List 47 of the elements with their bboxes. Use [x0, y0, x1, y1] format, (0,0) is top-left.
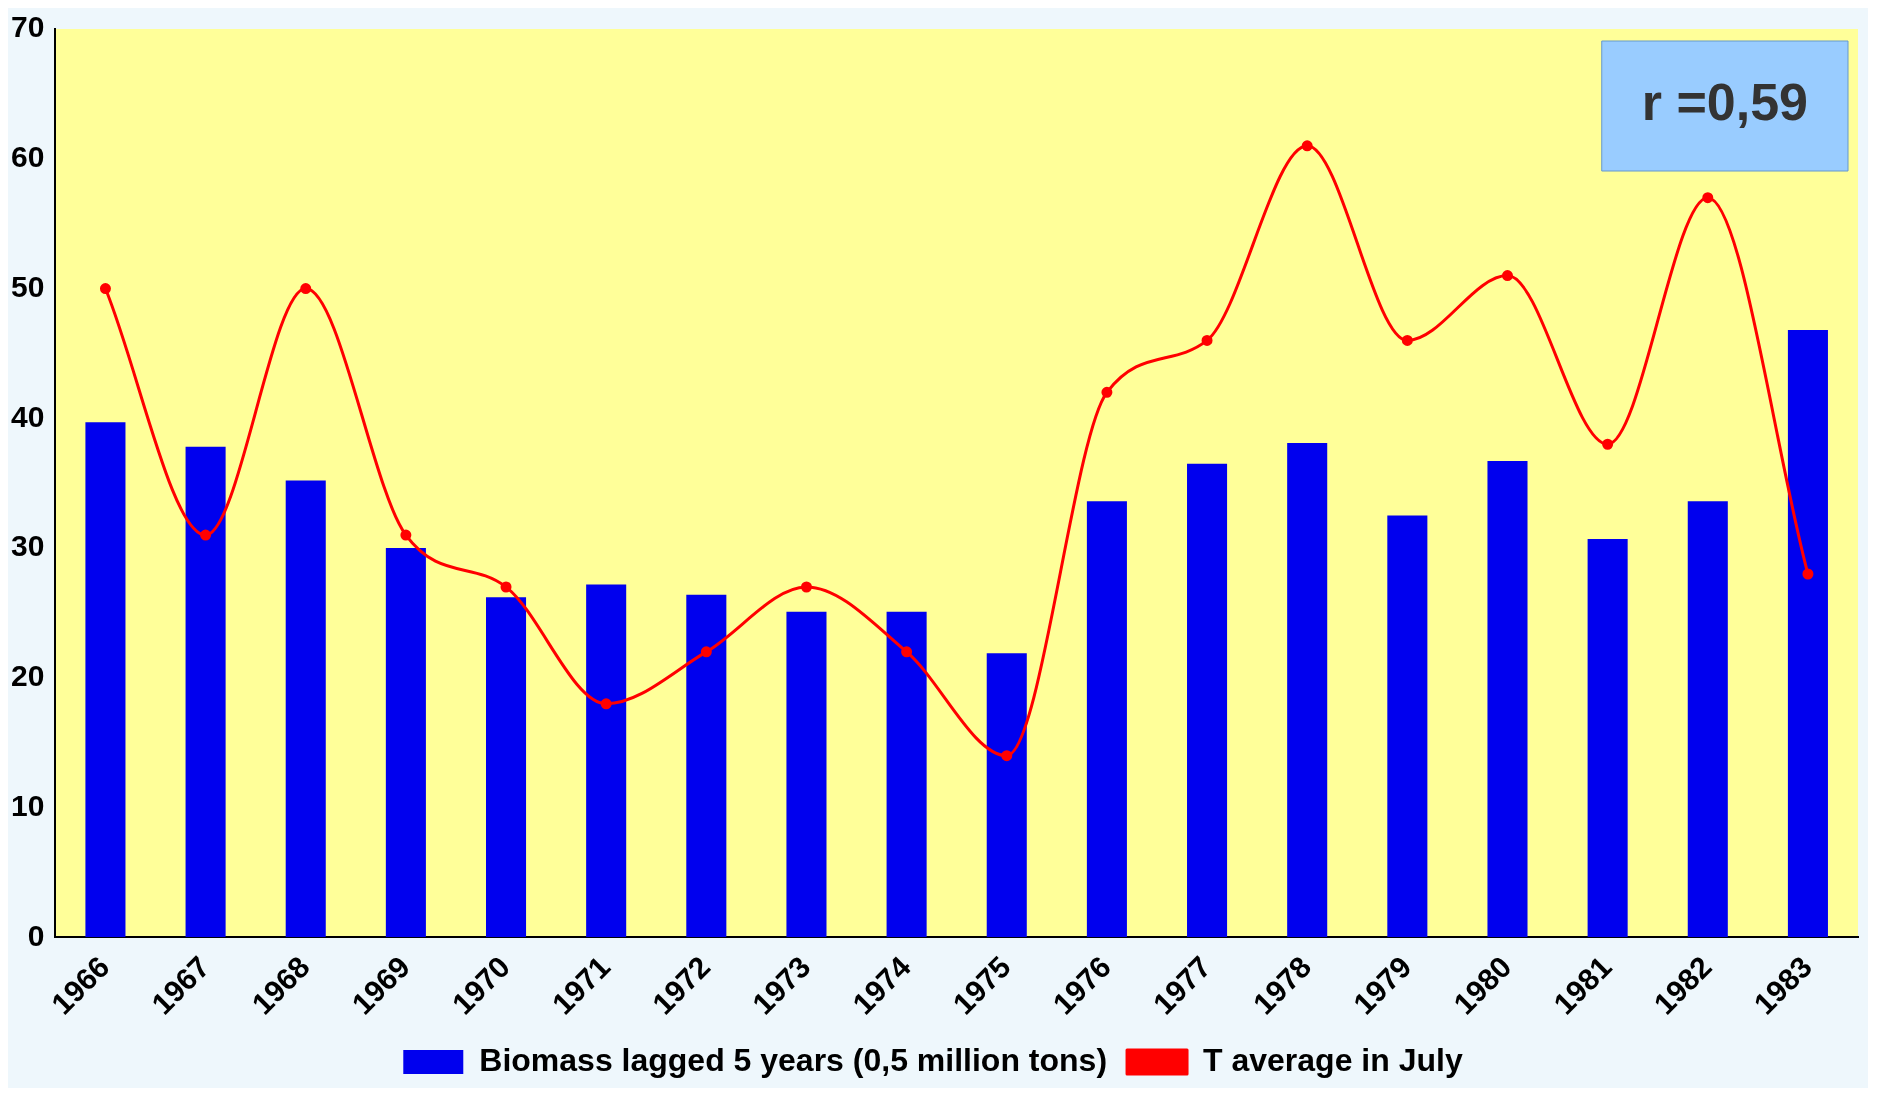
annotation: r =0,59 [1641, 73, 1808, 132]
point [800, 581, 812, 593]
y-tick-label: 60 [10, 140, 45, 174]
point [1602, 438, 1614, 450]
point [300, 283, 312, 295]
y-tick-label: 0 [27, 918, 45, 952]
point [1301, 140, 1313, 152]
point [500, 581, 512, 593]
y-tick-label: 20 [10, 659, 45, 693]
y-tick-label: 50 [10, 269, 45, 303]
y-tick-label: 10 [10, 788, 45, 822]
point [901, 646, 913, 658]
bar [385, 548, 426, 938]
point [1101, 386, 1113, 398]
bar [1687, 501, 1728, 938]
legend-label: Biomass lagged 5 years (0,5 million tons) [479, 1041, 1108, 1078]
bar [185, 446, 226, 938]
y-tick-label: 30 [10, 529, 45, 563]
y-tick-label: 40 [10, 399, 45, 433]
legend-label: T average in July [1203, 1041, 1463, 1078]
bar [686, 594, 727, 938]
point [600, 698, 612, 710]
bar [486, 597, 527, 938]
bar [986, 653, 1027, 938]
point [1501, 270, 1513, 282]
point [99, 283, 111, 295]
bar [886, 611, 927, 938]
point [700, 646, 712, 658]
bar [1086, 501, 1127, 938]
bar [285, 480, 326, 938]
bar [1787, 330, 1828, 938]
bar [1487, 461, 1528, 938]
bar [1287, 442, 1328, 938]
bar [1587, 538, 1628, 938]
point [1401, 334, 1413, 346]
point [1001, 750, 1013, 762]
bar [586, 584, 627, 938]
bar [85, 422, 126, 938]
point [200, 529, 212, 541]
bar [1187, 463, 1228, 938]
point [400, 529, 412, 541]
point [1802, 568, 1814, 580]
point [1201, 334, 1213, 346]
y-tick-label: 70 [10, 10, 45, 44]
bar [786, 611, 827, 938]
point [1702, 192, 1714, 204]
bar [1387, 515, 1428, 938]
